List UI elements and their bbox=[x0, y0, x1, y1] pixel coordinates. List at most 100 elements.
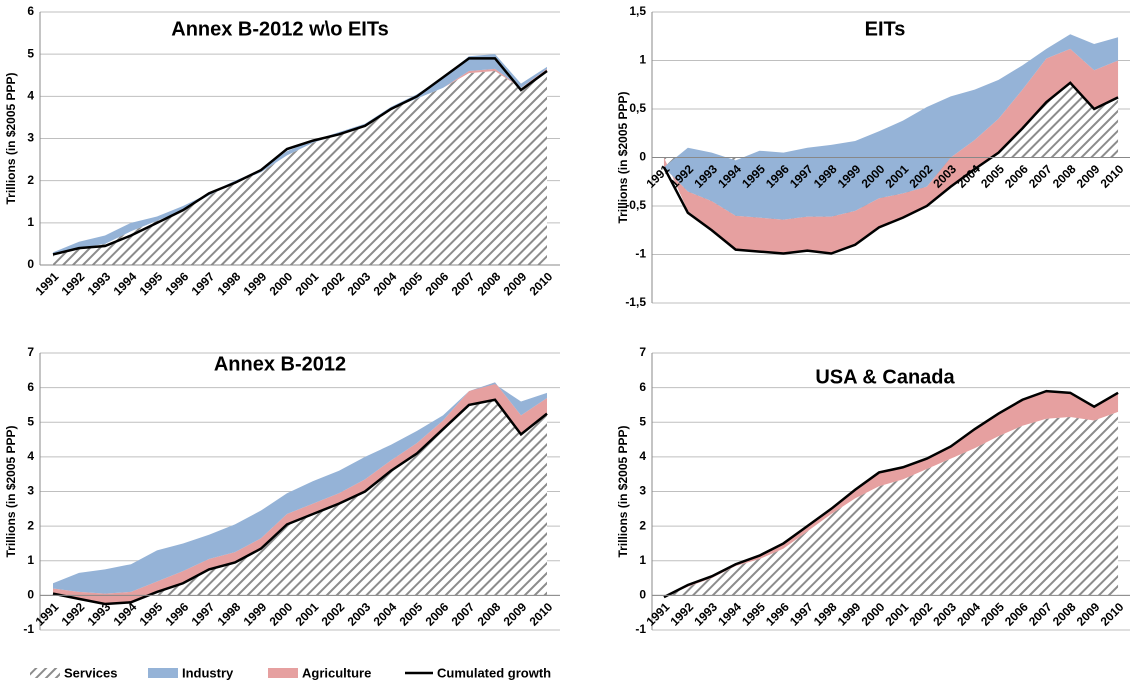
x-tick-label: 1997 bbox=[189, 600, 218, 629]
y-tick-label: 5 bbox=[27, 414, 34, 428]
y-tick-label: 0 bbox=[27, 257, 34, 271]
area-industry bbox=[663, 34, 1119, 220]
x-tick-label: 1996 bbox=[763, 600, 792, 629]
x-tick-label: 1995 bbox=[137, 269, 166, 298]
x-tick-label: 2003 bbox=[345, 600, 374, 629]
x-tick-label: 2010 bbox=[527, 600, 556, 629]
x-tick-label: 2003 bbox=[345, 269, 374, 298]
x-tick-label: 2000 bbox=[859, 600, 888, 629]
x-tick-label: 2009 bbox=[501, 269, 530, 298]
x-tick-label: 2006 bbox=[1002, 600, 1031, 629]
x-tick-label: 2001 bbox=[293, 600, 322, 629]
y-tick-label: 6 bbox=[27, 380, 34, 394]
legend-swatch bbox=[268, 668, 298, 678]
x-tick-label: 1993 bbox=[85, 269, 114, 298]
area-agriculture bbox=[663, 48, 1119, 254]
x-tick-label: 2007 bbox=[449, 269, 478, 298]
y-axis-label: Trillions (in $2005 PPP) bbox=[4, 425, 18, 557]
x-tick-label: 1998 bbox=[811, 600, 840, 629]
y-tick-label: 4 bbox=[639, 449, 646, 463]
area-agriculture bbox=[663, 391, 1119, 598]
x-tick-label: 2010 bbox=[527, 269, 556, 298]
x-tick-label: 2009 bbox=[1074, 162, 1103, 191]
x-tick-label: 2004 bbox=[371, 600, 400, 629]
chart-title: EITs bbox=[865, 18, 906, 40]
y-tick-label: 0 bbox=[639, 150, 646, 164]
y-tick-label: -0,5 bbox=[625, 198, 646, 212]
cumulated-growth-line bbox=[663, 389, 1119, 599]
y-tick-label: 3 bbox=[27, 484, 34, 498]
y-tick-label: 4 bbox=[27, 89, 34, 103]
y-tick-label: 2 bbox=[639, 518, 646, 532]
y-tick-label: -1 bbox=[635, 247, 646, 261]
area-services bbox=[53, 399, 547, 605]
x-tick-label: 2007 bbox=[1026, 600, 1055, 629]
x-tick-label: 2007 bbox=[449, 600, 478, 629]
x-tick-label: 1991 bbox=[33, 269, 62, 298]
x-tick-label: 1999 bbox=[241, 269, 270, 298]
x-tick-label: 2001 bbox=[883, 600, 912, 629]
chart-title: USA & Canada bbox=[815, 366, 955, 388]
x-tick-label: 2002 bbox=[319, 269, 348, 298]
y-tick-label: 1 bbox=[639, 53, 646, 67]
cumulated-growth-line bbox=[662, 81, 1119, 255]
y-tick-label: 0 bbox=[27, 588, 34, 602]
x-tick-label: 2006 bbox=[1002, 162, 1031, 191]
x-tick-label: 2010 bbox=[1098, 162, 1127, 191]
area-services bbox=[663, 411, 1119, 598]
y-axis-label: Trillions (in $2005 PPP) bbox=[616, 425, 630, 557]
y-tick-label: 2 bbox=[27, 173, 34, 187]
x-tick-label: 1991 bbox=[33, 600, 62, 629]
x-tick-label: 1996 bbox=[163, 600, 192, 629]
x-tick-label: 1995 bbox=[739, 600, 768, 629]
y-tick-label: 2 bbox=[27, 518, 34, 532]
legend-label: Industry bbox=[182, 665, 234, 680]
cumulated-growth-line bbox=[52, 57, 548, 256]
x-tick-label: 2009 bbox=[501, 600, 530, 629]
y-axis-label: Trillions (in $2005 PPP) bbox=[616, 91, 630, 223]
legend-swatch bbox=[148, 668, 178, 678]
x-tick-label: 2005 bbox=[397, 269, 426, 298]
legend-label: Services bbox=[64, 665, 118, 680]
legend-swatch bbox=[30, 668, 60, 678]
x-tick-label: 1994 bbox=[715, 600, 744, 629]
x-tick-label: 1998 bbox=[215, 269, 244, 298]
y-tick-label: 5 bbox=[27, 46, 34, 60]
x-tick-label: 2008 bbox=[1050, 162, 1079, 191]
x-tick-label: 1998 bbox=[215, 600, 244, 629]
x-tick-label: 1992 bbox=[59, 269, 88, 298]
x-tick-label: 2004 bbox=[954, 600, 983, 629]
y-tick-label: 0,5 bbox=[629, 101, 646, 115]
x-tick-label: 2003 bbox=[930, 600, 959, 629]
y-tick-label: 4 bbox=[27, 449, 34, 463]
legend-label: Cumulated growth bbox=[437, 665, 551, 680]
x-tick-label: 2006 bbox=[423, 269, 452, 298]
x-tick-label: 2005 bbox=[978, 600, 1007, 629]
x-tick-label: 1993 bbox=[691, 600, 720, 629]
x-tick-label: 1992 bbox=[59, 600, 88, 629]
y-tick-label: 5 bbox=[639, 414, 646, 428]
x-tick-label: 2006 bbox=[423, 600, 452, 629]
y-tick-label: 7 bbox=[27, 345, 34, 359]
chart-title: Annex B-2012 w\o EITs bbox=[171, 18, 388, 40]
x-tick-label: 2009 bbox=[1074, 600, 1103, 629]
y-tick-label: 1 bbox=[639, 553, 646, 567]
x-tick-label: 1994 bbox=[111, 269, 140, 298]
x-tick-label: 2008 bbox=[475, 600, 504, 629]
x-tick-label: 1996 bbox=[163, 269, 192, 298]
y-tick-label: 3 bbox=[639, 484, 646, 498]
cumulated-growth-line bbox=[52, 398, 548, 606]
x-tick-label: 2002 bbox=[906, 600, 935, 629]
y-tick-label: 1 bbox=[27, 215, 34, 229]
y-tick-label: 3 bbox=[27, 131, 34, 145]
y-tick-label: 1 bbox=[27, 553, 34, 567]
area-industry bbox=[53, 382, 547, 594]
y-tick-label: 6 bbox=[639, 380, 646, 394]
x-tick-label: 2004 bbox=[371, 269, 400, 298]
x-tick-label: 1991 bbox=[644, 600, 673, 629]
x-tick-label: 1997 bbox=[787, 600, 816, 629]
x-tick-label: 2005 bbox=[978, 162, 1007, 191]
x-tick-label: 1992 bbox=[667, 600, 696, 629]
x-tick-label: 2007 bbox=[1026, 162, 1055, 191]
